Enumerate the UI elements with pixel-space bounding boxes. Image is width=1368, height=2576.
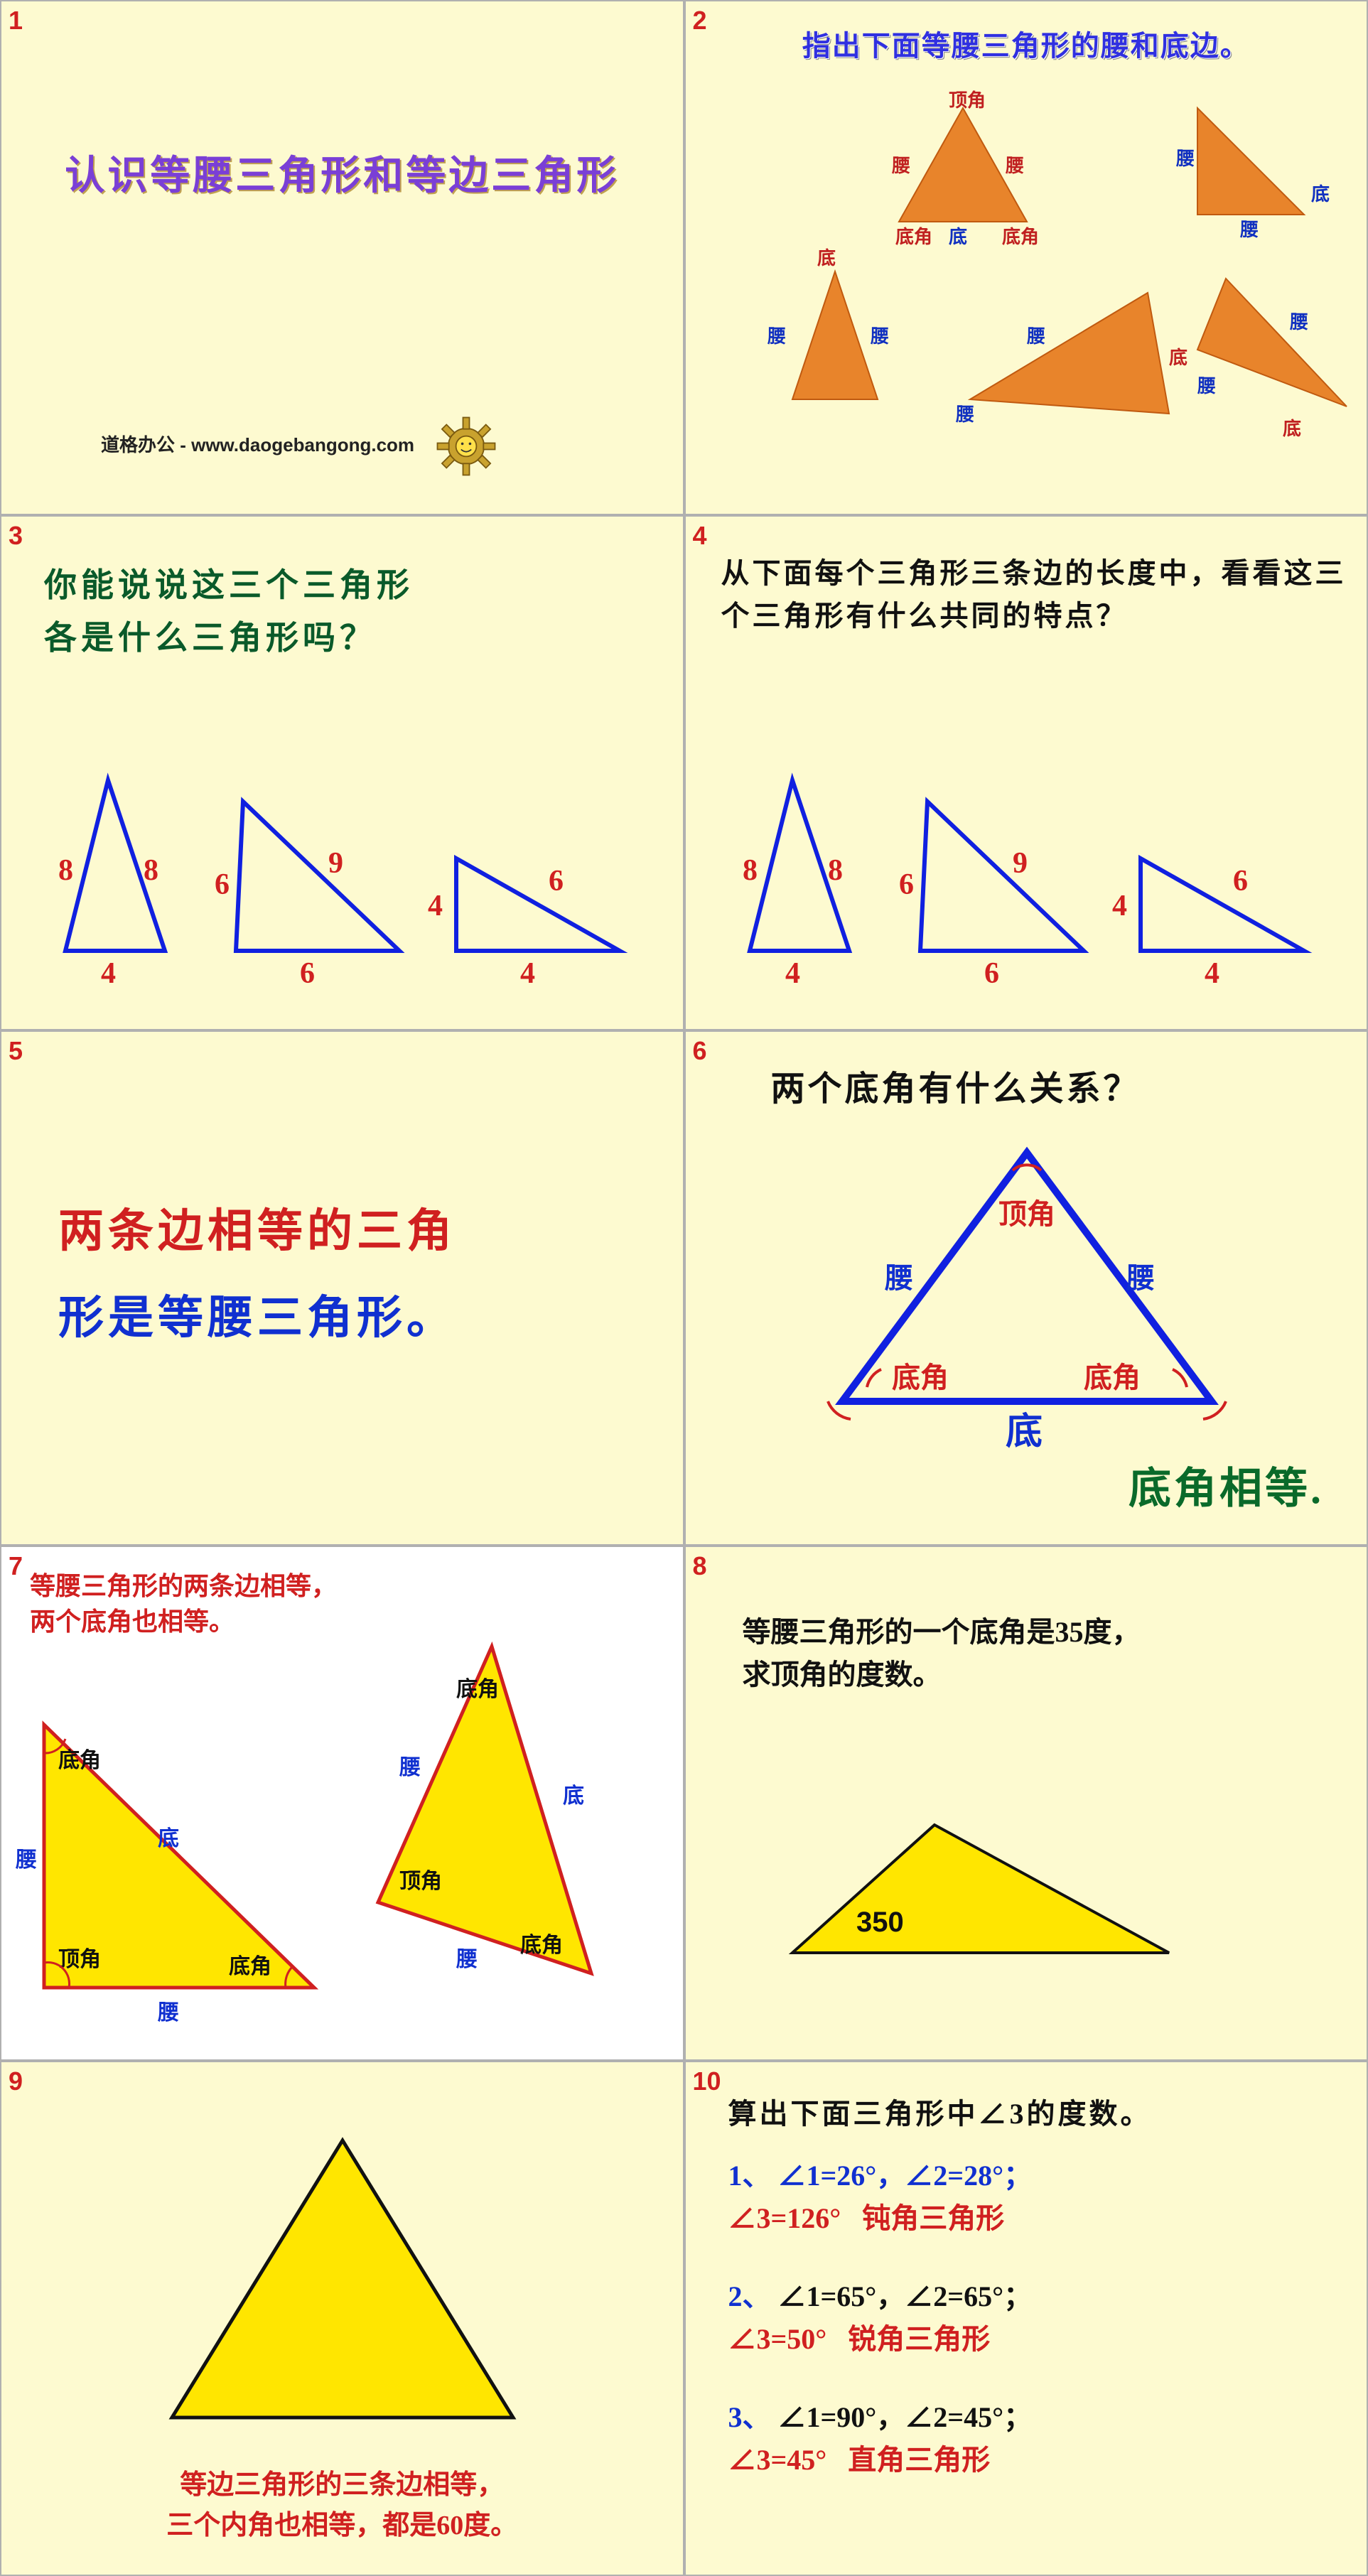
slide-num: 5 xyxy=(9,1036,23,1066)
slide-10: 10 算出下面三角形中∠3的度数。 1、 ∠1=26°，∠2=28°； ∠3=1… xyxy=(684,2061,1368,2576)
svg-text:6: 6 xyxy=(899,868,914,901)
slide-3: 3 你能说说这三个三角形 各是什么三角形吗？ 8 8 4 6 9 6 6 4 4 xyxy=(0,515,684,1030)
svg-text:腰: 腰 xyxy=(399,1756,421,1779)
svg-text:4: 4 xyxy=(101,957,116,990)
problem-2: 2、 ∠1=65°，∠2=65°； ∠3=50° 锐角三角形 xyxy=(728,2275,1033,2361)
svg-text:腰: 腰 xyxy=(891,156,910,176)
svg-text:顶角: 顶角 xyxy=(399,1870,442,1893)
svg-text:顶角: 顶角 xyxy=(949,90,986,111)
svg-text:9: 9 xyxy=(1013,847,1028,880)
slide-num: 3 xyxy=(9,521,23,551)
svg-text:底角: 底角 xyxy=(892,1362,949,1394)
svg-text:腰: 腰 xyxy=(884,1262,913,1294)
equilateral xyxy=(1,2112,684,2453)
svg-text:6: 6 xyxy=(984,957,999,990)
svg-text:腰: 腰 xyxy=(1175,149,1195,169)
heading: 等腰三角形的两条边相等， 两个底角也相等。 xyxy=(30,1568,337,1640)
svg-text:顶角: 顶角 xyxy=(998,1198,1055,1230)
svg-text:顶角: 顶角 xyxy=(58,1948,101,1971)
slide-9: 9 等边三角形的三条边相等， 三个内角也相等，都是60度。 xyxy=(0,2061,684,2576)
slide-4: 4 从下面每个三角形三条边的长度中，看看这三个三角形有什么共同的特点？ 8 8 … xyxy=(684,515,1368,1030)
problem-1: 1、 ∠1=26°，∠2=28°； ∠3=126° 钝角三角形 xyxy=(728,2155,1033,2240)
svg-text:底角: 底角 xyxy=(1002,226,1039,247)
footer-text: 道格办公 - www.daogebangong.com xyxy=(101,431,414,457)
three-triangles: 8 8 4 6 9 6 6 4 4 xyxy=(1,738,684,1008)
svg-text:底角: 底角 xyxy=(1084,1362,1141,1394)
svg-text:6: 6 xyxy=(215,868,230,901)
heading: 算出下面三角形中∠3的度数。 xyxy=(728,2091,1152,2132)
svg-text:8: 8 xyxy=(58,854,73,887)
svg-text:底: 底 xyxy=(563,1784,584,1808)
svg-text:4: 4 xyxy=(1112,890,1127,922)
svg-text:6: 6 xyxy=(549,865,564,898)
caption: 等边三角形的三条边相等， 三个内角也相等，都是60度。 xyxy=(1,2465,683,2546)
svg-text:6: 6 xyxy=(300,957,315,990)
svg-text:6: 6 xyxy=(1233,865,1248,898)
svg-text:腰: 腰 xyxy=(767,326,786,347)
slide-5: 5 两条边相等的三角 形是等腰三角形。 xyxy=(0,1030,684,1546)
svg-text:底角: 底角 xyxy=(58,1749,101,1772)
svg-text:8: 8 xyxy=(743,854,758,887)
svg-text:4: 4 xyxy=(520,957,535,990)
slide-num: 9 xyxy=(9,2066,23,2096)
svg-text:9: 9 xyxy=(328,847,343,880)
two-triangles: 底角顶角底角 腰底腰 底角顶角底角 腰底腰 xyxy=(1,1632,684,2044)
slide-1: 1 认识等腰三角形和等边三角形 道格办公 - www.daogebangong.… xyxy=(0,0,684,515)
heading: 等腰三角形的一个底角是35度， 求顶角的度数。 xyxy=(743,1611,1141,1696)
svg-text:底: 底 xyxy=(1006,1411,1043,1453)
svg-text:350: 350 xyxy=(856,1907,904,1938)
svg-text:底角: 底角 xyxy=(229,1955,271,1978)
statement: 两条边相等的三角 形是等腰三角形。 xyxy=(58,1188,641,1361)
svg-text:腰: 腰 xyxy=(1239,220,1259,240)
slide-grid: 1 认识等腰三角形和等边三角形 道格办公 - www.daogebangong.… xyxy=(0,0,1368,2576)
svg-text:底: 底 xyxy=(817,247,836,269)
svg-text:腰: 腰 xyxy=(955,404,974,425)
svg-text:腰: 腰 xyxy=(1005,156,1024,176)
svg-text:腰: 腰 xyxy=(1289,312,1308,333)
heading: 从下面每个三角形三条边的长度中，看看这三个三角形有什么共同的特点？ xyxy=(721,552,1347,637)
slide-num: 6 xyxy=(693,1036,707,1066)
svg-text:腰: 腰 xyxy=(16,1848,37,1872)
slide-num: 7 xyxy=(9,1551,23,1581)
heading: 你能说说这三个三角形 各是什么三角形吗？ xyxy=(44,559,414,664)
svg-text:底角: 底角 xyxy=(456,1678,499,1701)
triangle-35: 350 xyxy=(686,1768,1368,2017)
svg-text:腰: 腰 xyxy=(1126,1262,1155,1294)
slide-num: 4 xyxy=(693,521,707,551)
svg-text:底: 底 xyxy=(158,1827,179,1850)
svg-text:腰: 腰 xyxy=(870,326,889,347)
svg-text:底: 底 xyxy=(949,226,967,247)
slide-6: 6 两个底角有什么关系？ 顶角 腰 腰 底角 底角 底 底角相等. xyxy=(684,1030,1368,1546)
slide-num: 10 xyxy=(693,2066,721,2096)
svg-text:底: 底 xyxy=(1311,183,1330,205)
svg-text:底: 底 xyxy=(1283,418,1301,439)
svg-text:腰: 腰 xyxy=(1197,376,1216,397)
svg-text:8: 8 xyxy=(828,854,843,887)
svg-text:8: 8 xyxy=(144,854,158,887)
svg-text:4: 4 xyxy=(785,957,800,990)
slide-8: 8 等腰三角形的一个底角是35度， 求顶角的度数。 350 xyxy=(684,1546,1368,2061)
isoceles-diagram: 顶角 腰 腰 底角 底角 底 xyxy=(686,1103,1368,1472)
three-triangles: 8 8 4 6 9 6 6 4 4 xyxy=(686,738,1368,1008)
main-title: 认识等腰三角形和等边三角形 xyxy=(1,144,683,201)
svg-text:腰: 腰 xyxy=(1026,326,1045,347)
svg-text:腰: 腰 xyxy=(158,2001,179,2025)
svg-text:底角: 底角 xyxy=(895,226,932,247)
problem-3: 3、 ∠1=90°，∠2=45°； ∠3=45° 直角三角形 xyxy=(728,2396,1033,2481)
svg-text:底角: 底角 xyxy=(520,1934,563,1957)
slide-num: 1 xyxy=(9,6,23,36)
slide-num: 8 xyxy=(693,1551,707,1581)
triangles-diagram: 顶角腰腰 底角底角底 腰底腰 底腰腰 腰腰底 腰腰底 xyxy=(686,58,1368,513)
slide-2: 2 指出下面等腰三角形的腰和底边。 顶角腰腰 底角底角底 腰底腰 底腰腰 腰腰底… xyxy=(684,0,1368,515)
conclusion: 底角相等. xyxy=(1129,1454,1324,1516)
svg-text:4: 4 xyxy=(428,890,443,922)
svg-text:底: 底 xyxy=(1169,347,1187,368)
svg-text:4: 4 xyxy=(1205,957,1219,990)
gear-icon xyxy=(434,414,498,478)
slide-7: 7 等腰三角形的两条边相等， 两个底角也相等。 底角顶角底角 腰底腰 底角顶角底… xyxy=(0,1546,684,2061)
svg-text:腰: 腰 xyxy=(456,1948,478,1971)
